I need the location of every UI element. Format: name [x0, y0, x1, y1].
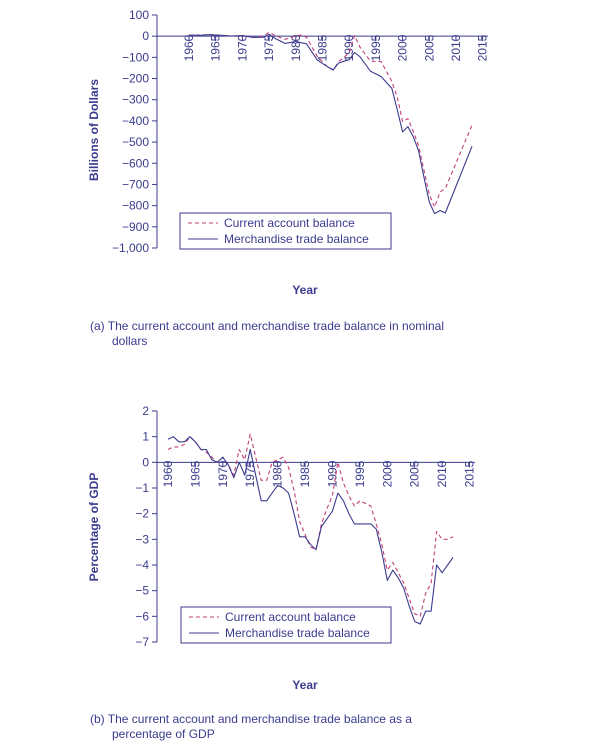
- x-tick-label: 1980: [271, 460, 285, 487]
- legend-box: [179, 212, 392, 250]
- y-tick-label: −100: [122, 50, 149, 64]
- y-tick-label: −300: [122, 93, 149, 107]
- legend: Current account balance Merchandise trade…: [179, 212, 392, 250]
- x-tick-label: 1965: [209, 34, 223, 61]
- x-tick-label: 1995: [369, 34, 383, 61]
- x-tick-label: 1965: [188, 460, 202, 487]
- y-tick-label: 2: [142, 404, 149, 418]
- x-tick-label: 1970: [216, 460, 230, 487]
- x-tick-label: 2015: [476, 34, 490, 61]
- x-tick-label: 1960: [182, 34, 196, 61]
- x-tick-label: 2010: [449, 34, 463, 61]
- y-axis-title: Billions of Dollars: [87, 79, 101, 181]
- y-tick-label: 100: [129, 8, 149, 22]
- x-tick-label: 1960: [161, 460, 175, 487]
- x-tick-label: 2000: [396, 34, 410, 61]
- caption-b-line2: percentage of GDP: [112, 727, 215, 741]
- x-tick-label: 1985: [316, 34, 330, 61]
- legend-label: Current account balance: [224, 216, 355, 230]
- x-axis-title: Year: [292, 283, 318, 297]
- y-tick-label: 0: [142, 455, 149, 469]
- y-tick-label: −200: [122, 72, 149, 86]
- y-tick-label: −6: [135, 609, 149, 623]
- y-tick-label: −3: [135, 532, 149, 546]
- x-tick-label: 1985: [298, 460, 312, 487]
- series-line-current-account: [188, 31, 473, 208]
- caption-a-line2: dollars: [112, 334, 148, 348]
- chart-a: 100 0 −100 −200 −300 −400 −500 −600 −700 −800 −900…: [87, 8, 490, 297]
- y-tick-label: −800: [122, 199, 149, 213]
- x-tick-label: 2015: [463, 460, 477, 487]
- legend-label: Current account balance: [225, 610, 356, 624]
- series-line-merchandise-trade: [167, 436, 454, 625]
- x-tick-label: 2010: [435, 460, 449, 487]
- y-tick-label: −1,000: [112, 241, 149, 255]
- y-axis-title: Percentage of GDP: [87, 473, 101, 582]
- x-axis-title: Year: [292, 678, 318, 692]
- x-tick-label: 1970: [235, 34, 249, 61]
- legend-box: [180, 606, 392, 644]
- y-tick-label: −4: [135, 558, 149, 572]
- y-tick-label: −400: [122, 114, 149, 128]
- x-tick-label: 2000: [380, 460, 394, 487]
- legend: Current account balance Merchandise trade…: [180, 606, 392, 644]
- series-line-merchandise-trade: [188, 33, 473, 215]
- x-tick-label: 1995: [353, 460, 367, 487]
- x-tick-label: 1980: [289, 34, 303, 61]
- y-tick-label: −2: [135, 507, 149, 521]
- x-tick-label: 2005: [408, 460, 422, 487]
- y-tick-label: −1: [135, 481, 149, 495]
- y-tick-label: 0: [142, 29, 149, 43]
- x-tick-label: 2005: [422, 34, 436, 61]
- y-tick-label: −900: [122, 220, 149, 234]
- caption-a-line1: (a) The current account and merchandise …: [90, 319, 444, 333]
- y-tick-label: 1: [142, 430, 149, 444]
- legend-label: Merchandise trade balance: [224, 232, 369, 246]
- y-tick-label: −700: [122, 177, 149, 191]
- y-tick-label: −600: [122, 156, 149, 170]
- caption-chart-a: (a) The current account and merchandise …: [90, 319, 510, 349]
- x-tick-label: 1975: [262, 34, 276, 61]
- x-tick-label: 1990: [325, 460, 339, 487]
- series-line-current-account: [167, 433, 454, 617]
- y-tick-label: −500: [122, 135, 149, 149]
- y-tick-label: −5: [135, 584, 149, 598]
- legend-label: Merchandise trade balance: [225, 626, 370, 640]
- y-tick-label: −7: [135, 635, 149, 649]
- caption-chart-b: (b) The current account and merchandise …: [90, 712, 510, 742]
- caption-b-line1: (b) The current account and merchandise …: [90, 712, 412, 726]
